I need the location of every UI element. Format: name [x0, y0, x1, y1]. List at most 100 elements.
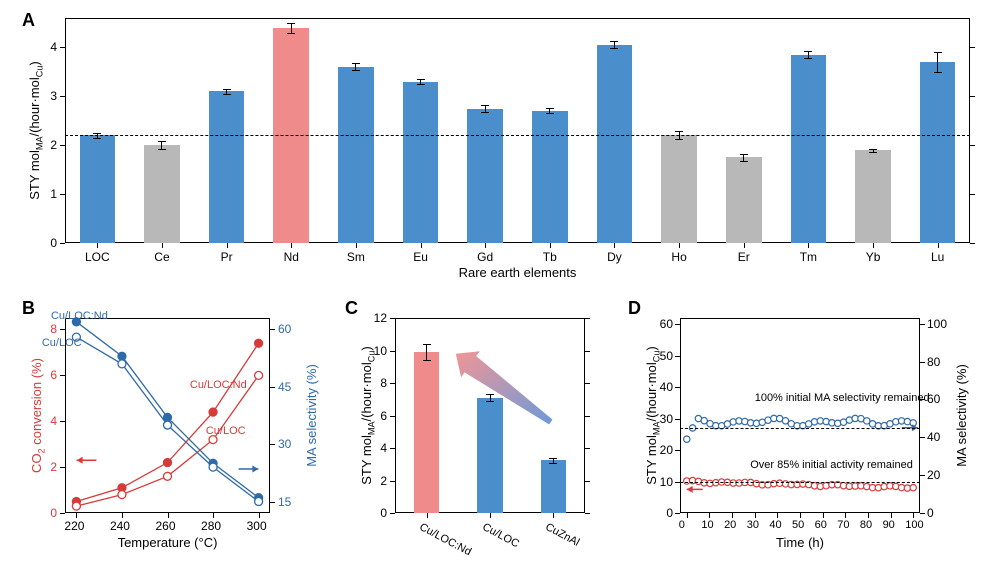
panel-D-xtick: 30: [747, 519, 759, 531]
panel-A-xtick: Eu: [406, 250, 436, 264]
panel-B-line-chart: 2202402602803000246815304560Cu/LOC:NdCu/…: [65, 318, 270, 513]
panel-A-bar: [661, 135, 697, 243]
panel-D-xlabel: Time (h): [680, 535, 920, 550]
panel-A-xtick: Ho: [664, 250, 694, 264]
panel-A-xlabel: Rare earth elements: [65, 265, 970, 280]
panel-A-bar: [80, 135, 116, 243]
panel-A-ytick: 1: [50, 187, 57, 201]
panel-A-xtick: Lu: [923, 250, 953, 264]
panel-D-xtick: 20: [724, 519, 736, 531]
panel-D-xtick: 10: [701, 519, 713, 531]
panel-B-ytick-right: 45: [278, 380, 291, 394]
panel-D-xtick: 40: [769, 519, 781, 531]
panel-C-bar-chart: 024681012Cu/LOC:NdCu/LOCCuZnAl: [395, 318, 585, 513]
panel-label-C: C: [345, 298, 358, 319]
panel-D-xtick: 0: [679, 519, 685, 531]
panel-B-ytick-right: 60: [278, 322, 291, 336]
panel-D-ytick-left: 10: [660, 475, 673, 489]
panel-C-arrow-icon: [456, 351, 553, 424]
panel-D-xtick: 100: [905, 519, 923, 531]
panel-A-xtick: Pr: [212, 250, 242, 264]
panel-A-bar-chart: 01234LOCCePrNdSmEuGdTbDyHoErTmYbLu: [65, 18, 970, 243]
panel-D-ytick-left: 30: [660, 412, 673, 426]
panel-C-xtick: Cu/LOC: [480, 521, 521, 550]
panel-D-ytick-right: 100: [927, 317, 947, 331]
panel-A-xtick: Gd: [470, 250, 500, 264]
panel-D-ytick-right: 40: [927, 430, 940, 444]
panel-D-ytick-left: 0: [666, 506, 673, 520]
panel-A-xtick: Tm: [793, 250, 823, 264]
panel-B-ytick-left: 8: [50, 322, 57, 336]
panel-B-ytick-right: 30: [278, 437, 291, 451]
panel-D-reference-line: [680, 482, 920, 483]
panel-A-xtick: Sm: [341, 250, 371, 264]
panel-C-ytick: 2: [380, 474, 387, 488]
panel-A-ytick: 4: [50, 40, 57, 54]
panel-D-ytick-left: 50: [660, 349, 673, 363]
panel-B-xtick: 280: [201, 519, 221, 533]
panel-D-xtick: 80: [860, 519, 872, 531]
panel-D-annotation: Over 85% initial activity remained: [750, 459, 913, 471]
panel-B-ytick-left: 4: [50, 414, 57, 428]
panel-A-ytick: 2: [50, 138, 57, 152]
panel-A-bar: [726, 157, 762, 243]
panel-D-xtick: 70: [837, 519, 849, 531]
panel-A-bar: [467, 109, 503, 244]
panel-A-xtick: Ce: [147, 250, 177, 264]
panel-D-ytick-left: 40: [660, 380, 673, 394]
panel-A-xtick: LOC: [82, 250, 112, 264]
panel-A-ytick: 3: [50, 89, 57, 103]
panel-C-xtick: Cu/LOC:Nd: [417, 521, 473, 558]
panel-B-xtick: 220: [64, 519, 84, 533]
panel-B-series-label: Cu/LOC: [42, 337, 82, 349]
panel-A-bar: [597, 45, 633, 243]
panel-B-xlabel: Temperature (°C): [65, 535, 270, 550]
panel-C-ytick: 4: [380, 441, 387, 455]
panel-label-D: D: [628, 298, 641, 319]
panel-C-xtick: CuZnAl: [544, 521, 582, 549]
panel-A-bar: [532, 111, 568, 243]
panel-D-ytick-right: 20: [927, 468, 940, 482]
panel-A-reference-line: [65, 135, 970, 136]
panel-A-bar: [338, 67, 374, 243]
panel-D-reference-line: [680, 428, 920, 429]
panel-A-xtick: Er: [729, 250, 759, 264]
panel-A-xtick: Yb: [858, 250, 888, 264]
panel-B-ylabel-left: CO2 conversion (%): [29, 318, 47, 513]
panel-A-bar: [144, 145, 180, 243]
panel-D-ylabel-left: STY molMA/(hour·molCu): [644, 318, 662, 513]
panel-C-ytick: 6: [380, 409, 387, 423]
panel-B-series-label: Cu/LOC: [206, 425, 246, 437]
panel-B-xtick: 240: [110, 519, 130, 533]
panel-A-xtick: Nd: [276, 250, 306, 264]
panel-B-ytick-left: 2: [50, 460, 57, 474]
panel-B-xtick: 260: [156, 519, 176, 533]
panel-B-ytick-left: 0: [50, 506, 57, 520]
panel-C-ylabel: STY molMA/(hour·molCu): [359, 318, 377, 513]
panel-B-series-label: Cu/LOC:Nd: [190, 379, 247, 391]
panel-B-series-label: Cu/LOC:Nd: [51, 310, 108, 322]
panel-A-xtick: Dy: [599, 250, 629, 264]
panel-A-ylabel: STY molMA/(hour·molCu): [27, 18, 45, 243]
panel-D-ylabel-right: MA selectivity (%): [954, 318, 969, 513]
panel-A-bar: [209, 91, 245, 243]
panel-B-ytick-left: 6: [50, 368, 57, 382]
panel-D-ytick-right: 80: [927, 355, 940, 369]
panel-D-xtick: 60: [815, 519, 827, 531]
panel-D-xtick: 50: [792, 519, 804, 531]
panel-C-ytick: 8: [380, 376, 387, 390]
panel-B-ytick-right: 15: [278, 495, 291, 509]
panel-A-xtick: Tb: [535, 250, 565, 264]
panel-D-ytick-right: 0: [927, 506, 934, 520]
panel-D-xtick: 90: [883, 519, 895, 531]
panel-B-ylabel-right: MA selectivity (%): [304, 318, 319, 513]
panel-label-B: B: [22, 298, 35, 319]
panel-D-scatter-chart: 0102030405060708090100010203040506002040…: [680, 318, 920, 513]
panel-B-xtick: 300: [247, 519, 267, 533]
panel-A-bar: [791, 55, 827, 243]
panel-A-bar: [403, 82, 439, 243]
panel-D-ytick-left: 20: [660, 443, 673, 457]
panel-A-bar: [855, 150, 891, 243]
panel-C-ytick: 0: [380, 506, 387, 520]
panel-A-ytick: 0: [50, 236, 57, 250]
